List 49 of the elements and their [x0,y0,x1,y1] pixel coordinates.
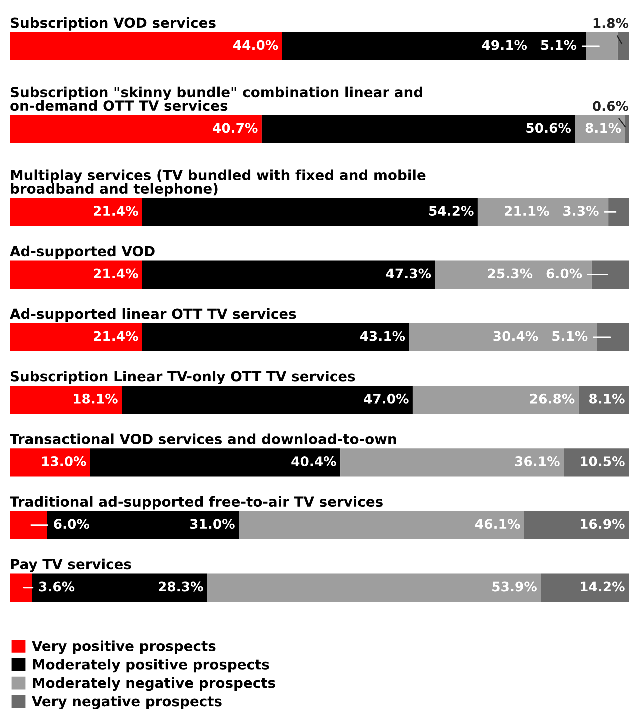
data-label: 43.1% [360,331,406,342]
data-label: 46.1% [475,519,520,530]
data-label: 31.0% [190,519,235,530]
y-tick-label: Ad-supported VOD [10,246,155,260]
data-label: 40.7% [213,123,258,134]
data-label: 50.6% [526,123,572,134]
data-label: 28.3% [159,582,204,592]
y-tick-label: Subscription VOD services [10,17,216,31]
y-tick-label: Traditional ad-supported free-to-air TV services [10,496,383,510]
data-label: 6.0% [546,268,582,279]
y-tick-label: Pay TV services [11,558,132,572]
data-label: 54.2% [429,206,474,216]
data-label: 3.3% [564,206,599,216]
data-label: 3.6% [39,582,75,592]
y-tick-label: Transactional VOD services and download-to-own [10,434,396,444]
data-label: 40.4% [292,456,336,467]
legend-label: Moderately negative prospects [33,678,276,692]
data-label: 8.1% [586,123,622,134]
data-label: 25.3% [488,268,533,279]
data-label: 44.0% [233,40,278,50]
data-label: 47.3% [386,268,432,279]
y-tick-label: Subscription "skinny bundle" combination linear and on-demand OTT TV services [10,86,422,112]
data-label: 10.5% [581,456,625,467]
data-label: 1.8% [594,18,629,28]
data-label: 16.9% [581,519,625,530]
data-label: 53.9% [492,582,537,592]
legend-label: Very negative prospects [32,696,222,710]
data-label: 0.6% [593,101,629,112]
data-label: 5.1% [541,40,577,50]
data-label: 30.4% [494,331,538,342]
y-tick-label: Ad-supported linear OTT TV services [10,308,296,322]
data-label: 13.0% [42,456,86,467]
data-label: 21.1% [505,206,550,216]
legend-label: Very positive prospects [32,640,216,654]
data-label: 49.1% [482,40,528,50]
data-label: 21.4% [94,331,138,342]
data-label: 8.1% [590,394,625,404]
data-label: 5.1% [552,331,588,342]
data-label: 6.0% [54,519,90,530]
y-tick-label: Multiplay services (TV bundled with fixed and mobile broadband and telephone) [11,170,426,197]
data-label: 14.2% [581,582,625,592]
data-label: 18.1% [74,394,118,404]
data-label: 21.4% [94,268,138,279]
data-label: 36.1% [515,456,560,467]
data-label: 21.4% [94,206,138,216]
legend-label: Moderately positive prospects [33,659,270,673]
data-label: 47.0% [364,394,409,404]
y-tick-label: Subscription Linear TV-only OTT TV services [10,371,356,385]
data-label: 26.8% [530,394,575,404]
